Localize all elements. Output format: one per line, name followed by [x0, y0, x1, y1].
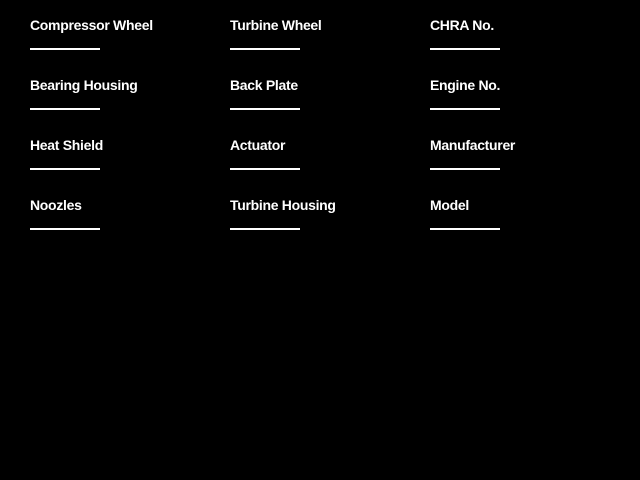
turbine-housing-input-line[interactable]: [230, 228, 300, 230]
field-engine-no: Engine No.: [430, 78, 630, 138]
field-turbine-wheel: Turbine Wheel: [230, 18, 430, 78]
field-label: Back Plate: [230, 77, 298, 93]
field-label: Model: [430, 197, 469, 213]
field-label: Turbine Housing: [230, 197, 336, 213]
back-plate-input-line[interactable]: [230, 108, 300, 110]
field-label: Compressor Wheel: [30, 17, 153, 33]
field-turbine-housing: Turbine Housing: [230, 198, 430, 258]
field-compressor-wheel: Compressor Wheel: [30, 18, 230, 78]
field-model: Model: [430, 198, 630, 258]
field-bearing-housing: Bearing Housing: [30, 78, 230, 138]
field-label: Engine No.: [430, 77, 501, 93]
turbine-wheel-input-line[interactable]: [230, 48, 300, 50]
actuator-input-line[interactable]: [230, 168, 300, 170]
field-label: Noozles: [30, 197, 82, 213]
field-chra-no: CHRA No.: [430, 18, 630, 78]
engine-no-input-line[interactable]: [430, 108, 500, 110]
field-actuator: Actuator: [230, 138, 430, 198]
field-label: Actuator: [230, 137, 286, 153]
field-manufacturer: Manufacturer: [430, 138, 630, 198]
field-label: Manufacturer: [430, 137, 516, 153]
noozles-input-line[interactable]: [30, 228, 100, 230]
compressor-wheel-input-line[interactable]: [30, 48, 100, 50]
field-label: Heat Shield: [30, 137, 103, 153]
parts-form-grid: Compressor Wheel Turbine Wheel CHRA No. …: [30, 18, 630, 258]
field-label: Bearing Housing: [30, 77, 138, 93]
heat-shield-input-line[interactable]: [30, 168, 100, 170]
field-noozles: Noozles: [30, 198, 230, 258]
field-heat-shield: Heat Shield: [30, 138, 230, 198]
chra-no-input-line[interactable]: [430, 48, 500, 50]
field-label: Turbine Wheel: [230, 17, 322, 33]
bearing-housing-input-line[interactable]: [30, 108, 100, 110]
field-label: CHRA No.: [430, 17, 494, 33]
model-input-line[interactable]: [430, 228, 500, 230]
manufacturer-input-line[interactable]: [430, 168, 500, 170]
field-back-plate: Back Plate: [230, 78, 430, 138]
